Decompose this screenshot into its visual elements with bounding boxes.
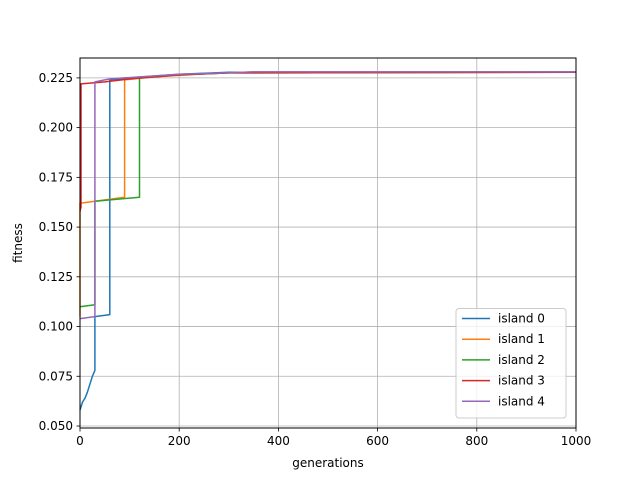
x-tick-label: 800 (465, 434, 488, 448)
y-axis-label: fitness (11, 223, 25, 263)
grid (79, 58, 577, 428)
y-tick-label: 0.150 (39, 220, 73, 234)
legend-label: island 1 (498, 332, 545, 346)
x-tick-label: 0 (76, 434, 84, 448)
x-tick-label: 600 (366, 434, 389, 448)
legend: island 0 island 1 island 2 island 3 island 4 (455, 308, 567, 419)
legend-label: island 3 (498, 374, 545, 388)
y-tick-label: 0.050 (39, 419, 73, 433)
x-tick-label: 1000 (561, 434, 592, 448)
x-axis-label: generations (292, 456, 364, 470)
y-tick-label: 0.125 (39, 270, 73, 284)
y-tick-label: 0.175 (39, 170, 73, 184)
y-tick-label: 0.075 (39, 369, 73, 383)
series-line-island-4 (79, 71, 576, 320)
legend-box (455, 308, 567, 419)
plot-area (79, 71, 577, 411)
axes-frame (79, 57, 577, 429)
y-tick-label: 0.100 (39, 320, 73, 334)
ticks: 0 200 400 600 800 1000 0.050 0.075 0.100 0.125 0.1… (39, 71, 592, 448)
x-tick-label: 200 (168, 434, 191, 448)
legend-label: island 0 (498, 312, 545, 326)
x-tick-label: 400 (267, 434, 290, 448)
legend-label: island 4 (498, 394, 545, 408)
y-tick-label: 0.225 (39, 71, 73, 85)
y-tick-label: 0.200 (39, 121, 73, 135)
legend-label: island 2 (498, 353, 545, 367)
